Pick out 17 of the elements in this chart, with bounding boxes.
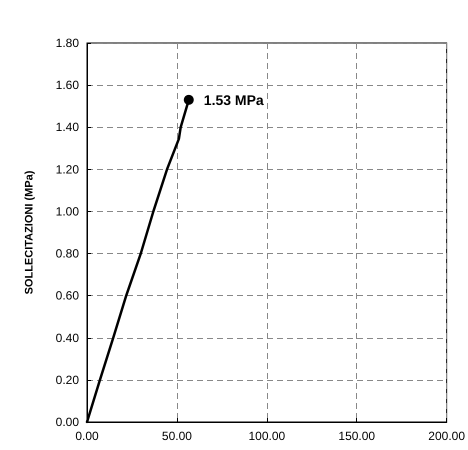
y-tick-label: 0.00 <box>56 415 80 429</box>
y-tick-label: 1.80 <box>56 36 80 50</box>
y-tick-label: 1.20 <box>56 162 80 176</box>
x-tick-label: 200.00 <box>428 429 466 443</box>
y-axis-title: SOLLECITAZIONI (MPa) <box>24 170 36 294</box>
y-tick-label: 0.40 <box>56 330 80 345</box>
x-tick-label: 100.00 <box>248 429 286 443</box>
y-tick-label: 0.60 <box>56 288 80 303</box>
x-tick-label: 150.00 <box>338 429 376 443</box>
y-tick-label: 1.00 <box>56 204 80 218</box>
x-tick-label: 50.00 <box>162 429 192 443</box>
y-tick-label: 1.60 <box>56 78 80 92</box>
data-label: 1.53 MPa <box>204 92 264 108</box>
y-tick-label: 0.20 <box>56 372 80 387</box>
y-tick-label: 1.40 <box>56 120 80 134</box>
x-tick-label: 0.00 <box>75 429 99 443</box>
y-tick-label: 0.80 <box>56 246 80 261</box>
